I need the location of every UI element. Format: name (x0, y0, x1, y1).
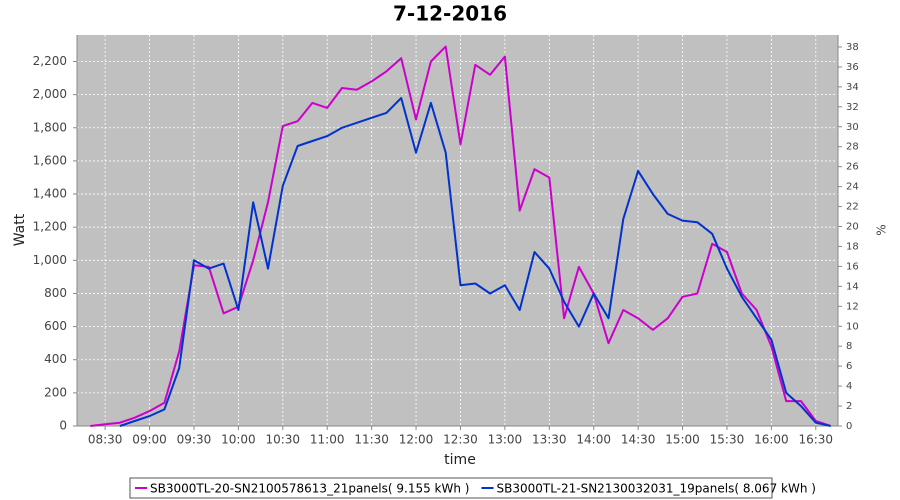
y2-tick-label: 8 (846, 341, 852, 352)
series-line (90, 45, 831, 427)
plot-area (77, 35, 838, 426)
y2-tick-label: 12 (846, 301, 859, 312)
y-tick-label: 1,400 (33, 187, 67, 201)
x-tick-label: 16:00 (754, 433, 789, 447)
x-tick-label: 11:00 (310, 433, 345, 447)
y2-tick-label: 34 (846, 82, 859, 93)
y-tick-label: 600 (44, 319, 67, 333)
x-tick-label: 08:30 (88, 433, 123, 447)
y2-tick-label: 26 (846, 162, 859, 173)
y2-tick-label: 36 (846, 62, 859, 73)
chart-title: 7-12-2016 (393, 2, 507, 26)
y2-tick-label: 18 (846, 241, 859, 252)
legend-label: SB3000TL-21-SN2130032031_19panels( 8.067… (496, 482, 815, 496)
y-tick-label: 2,000 (33, 87, 67, 101)
x-axis-label: time (444, 452, 476, 468)
y2-tick-label: 14 (846, 281, 859, 292)
y2-tick-label: 20 (846, 222, 859, 233)
y2-tick-label: 32 (846, 102, 859, 113)
y2-tick-label: 16 (846, 261, 859, 272)
x-tick-label: 11:30 (354, 433, 389, 447)
y-axis-label: Watt (12, 213, 28, 246)
legend-label: SB3000TL-20-SN2100578613_21panels( 9.155… (150, 482, 469, 496)
y-tick-label: 2,200 (33, 54, 67, 68)
y2-tick-label: 4 (846, 381, 852, 392)
y2-tick-label: 22 (846, 202, 859, 213)
y2-tick-label: 30 (846, 122, 859, 133)
x-tick-label: 13:00 (488, 433, 523, 447)
y-tick-label: 1,200 (33, 220, 67, 234)
y2-tick-label: 6 (846, 361, 852, 372)
y2-tick-label: 28 (846, 142, 859, 153)
series-line (119, 97, 831, 427)
x-tick-label: 09:00 (132, 433, 167, 447)
y-tick-label: 400 (44, 352, 67, 366)
y2-tick-label: 38 (846, 42, 859, 53)
x-tick-label: 10:30 (265, 433, 300, 447)
x-tick-label: 12:30 (443, 433, 478, 447)
x-tick-label: 12:00 (399, 433, 434, 447)
y-tick-label: 800 (44, 286, 67, 300)
x-tick-label: 16:30 (798, 433, 833, 447)
legend (129, 477, 773, 499)
y2-tick-label: 24 (846, 182, 859, 193)
x-tick-label: 10:00 (221, 433, 256, 447)
y-tick-label: 0 (59, 419, 67, 433)
y-tick-label: 1,600 (33, 153, 67, 167)
y-tick-label: 1,000 (33, 253, 67, 267)
y2-tick-label: 10 (846, 321, 859, 332)
x-tick-label: 14:00 (576, 433, 611, 447)
y-tick-label: 1,800 (33, 120, 67, 134)
x-tick-label: 15:30 (710, 433, 745, 447)
y2-tick-label: 2 (846, 401, 852, 412)
x-tick-label: 13:30 (532, 433, 567, 447)
x-tick-label: 14:30 (621, 433, 656, 447)
x-tick-label: 15:00 (665, 433, 700, 447)
y-tick-label: 200 (44, 385, 67, 399)
y2-tick-label: 0 (846, 421, 852, 432)
y2-axis-label: % (875, 224, 889, 235)
x-tick-label: 09:30 (177, 433, 212, 447)
